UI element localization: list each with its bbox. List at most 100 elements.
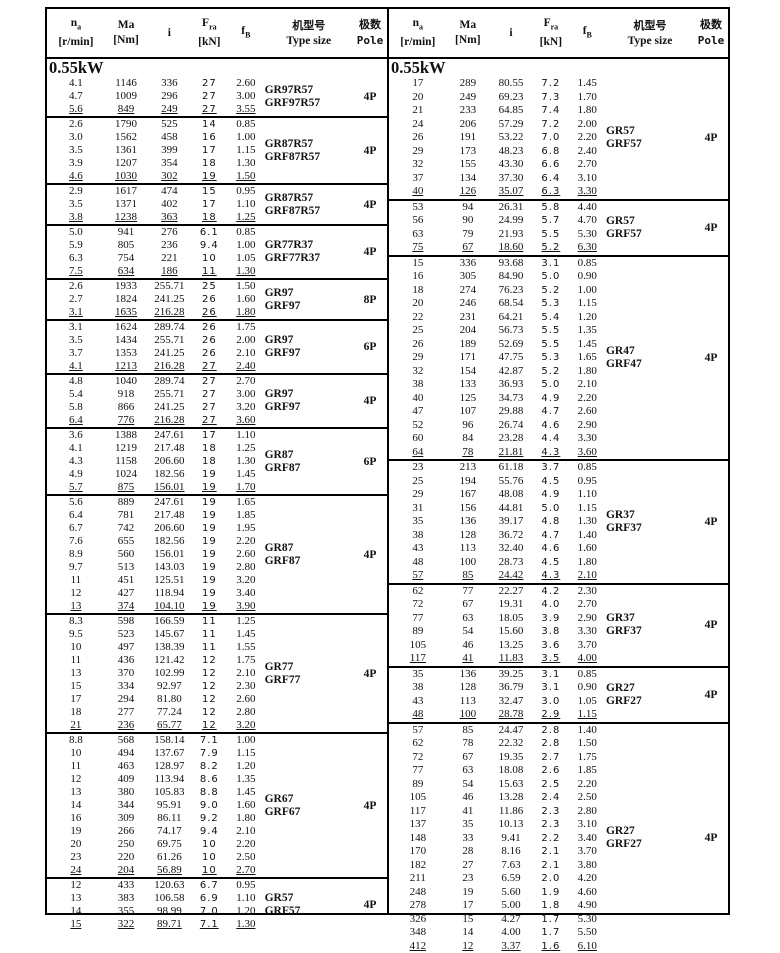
radial-load-cell: 12 xyxy=(191,667,227,680)
speed-cell: 3.6 xyxy=(47,428,105,442)
ratio-cell: 402 xyxy=(147,198,191,211)
header-speed: na[r/min] xyxy=(47,9,105,58)
ratio-cell: 296 xyxy=(147,90,191,103)
torque-cell: 1040 xyxy=(105,374,148,388)
ratio-cell: 15.60 xyxy=(489,625,533,639)
service-factor-cell: 3.10 xyxy=(569,172,606,186)
radial-load-cell: 7.4 xyxy=(533,104,569,118)
torque-cell: 374 xyxy=(105,600,148,614)
radial-load-cell: 4.0 xyxy=(533,598,569,612)
radial-load-cell: 9.4 xyxy=(191,239,227,252)
service-factor-cell: 1.40 xyxy=(569,529,606,543)
torque-cell: 154 xyxy=(447,365,489,379)
ratio-cell: 113.94 xyxy=(147,773,191,786)
ratio-cell: 249 xyxy=(147,103,191,117)
type-size-r: GR77 xyxy=(265,661,294,673)
torque-cell: 742 xyxy=(105,522,148,535)
torque-cell: 277 xyxy=(105,706,148,719)
torque-cell: 781 xyxy=(105,509,148,522)
torque-cell: 1030 xyxy=(105,170,148,184)
pole-cell: 6P xyxy=(353,320,387,374)
torque-cell: 100 xyxy=(447,708,489,723)
type-size-rf: GRF87 xyxy=(265,555,301,567)
torque-cell: 1024 xyxy=(105,468,148,481)
speed-cell: 20 xyxy=(389,297,447,311)
type-size-rf: GRF77R37 xyxy=(265,252,321,264)
radial-load-cell: 5.7 xyxy=(533,214,569,228)
service-factor-cell: 1.85 xyxy=(569,764,606,778)
ratio-cell: 336 xyxy=(147,77,191,90)
torque-cell: 1790 xyxy=(105,117,148,131)
type-size-r: GR57 xyxy=(606,215,635,227)
header-service-factor-sub: B xyxy=(245,30,250,39)
ratio-cell: 221 xyxy=(147,252,191,265)
ratio-cell: 61.18 xyxy=(489,460,533,475)
torque-cell: 250 xyxy=(105,838,148,851)
radial-load-cell: 5.0 xyxy=(533,270,569,284)
pole-cell: 4P xyxy=(694,723,728,953)
ratio-cell: 22.32 xyxy=(489,737,533,751)
service-factor-cell: 3.90 xyxy=(227,600,264,614)
torque-cell: 236 xyxy=(105,719,148,733)
radial-load-cell: 10 xyxy=(191,851,227,864)
service-factor-cell: 1.00 xyxy=(569,284,606,298)
ratio-cell: 37.30 xyxy=(489,172,533,186)
header-radial-load-sub: ra xyxy=(209,23,217,32)
speed-cell: 19 xyxy=(47,825,105,838)
radial-load-cell: 4.5 xyxy=(533,556,569,570)
torque-cell: 46 xyxy=(447,791,489,805)
service-factor-cell: 5.50 xyxy=(569,926,606,940)
ratio-cell: 55.76 xyxy=(489,475,533,489)
torque-cell: 46 xyxy=(447,639,489,653)
speed-cell: 32 xyxy=(389,365,447,379)
speed-cell: 21 xyxy=(47,719,105,733)
ratio-cell: 102.99 xyxy=(147,667,191,680)
torque-cell: 206 xyxy=(447,118,489,132)
speed-cell: 38 xyxy=(389,378,447,392)
torque-cell: 213 xyxy=(447,460,489,475)
radial-load-cell: 19 xyxy=(191,495,227,509)
radial-load-cell: 26 xyxy=(191,306,227,320)
service-factor-cell: 0.85 xyxy=(569,460,606,475)
speed-cell: 72 xyxy=(389,598,447,612)
speed-cell: 8.3 xyxy=(47,614,105,628)
speed-cell: 21 xyxy=(389,104,447,118)
radial-load-cell: 3.1 xyxy=(533,256,569,271)
radial-load-cell: 18 xyxy=(191,455,227,468)
ratio-cell: 80.55 xyxy=(489,77,533,91)
header-torque-unit: [Nm] xyxy=(113,34,139,46)
radial-load-cell: 11 xyxy=(191,265,227,279)
radial-load-cell: 2.3 xyxy=(533,805,569,819)
speed-cell: 2.6 xyxy=(47,279,105,293)
radial-load-cell: 27 xyxy=(191,103,227,117)
speed-cell: 12 xyxy=(47,587,105,600)
torque-cell: 1635 xyxy=(105,306,148,320)
ratio-cell: 89.71 xyxy=(147,918,191,931)
speed-cell: 53 xyxy=(389,200,447,215)
ratio-cell: 69.23 xyxy=(489,91,533,105)
service-factor-cell: 1.50 xyxy=(227,279,264,293)
service-factor-cell: 1.05 xyxy=(227,252,264,265)
header-radial-load-unit: [kN] xyxy=(198,36,220,48)
ratio-cell: 128.97 xyxy=(147,760,191,773)
radial-load-cell: 4.8 xyxy=(533,515,569,529)
speed-cell: 38 xyxy=(389,529,447,543)
speed-cell: 348 xyxy=(389,926,447,940)
torque-cell: 191 xyxy=(447,131,489,145)
speed-cell: 12 xyxy=(47,878,105,892)
speed-cell: 89 xyxy=(389,625,447,639)
speed-cell: 17 xyxy=(389,77,447,91)
